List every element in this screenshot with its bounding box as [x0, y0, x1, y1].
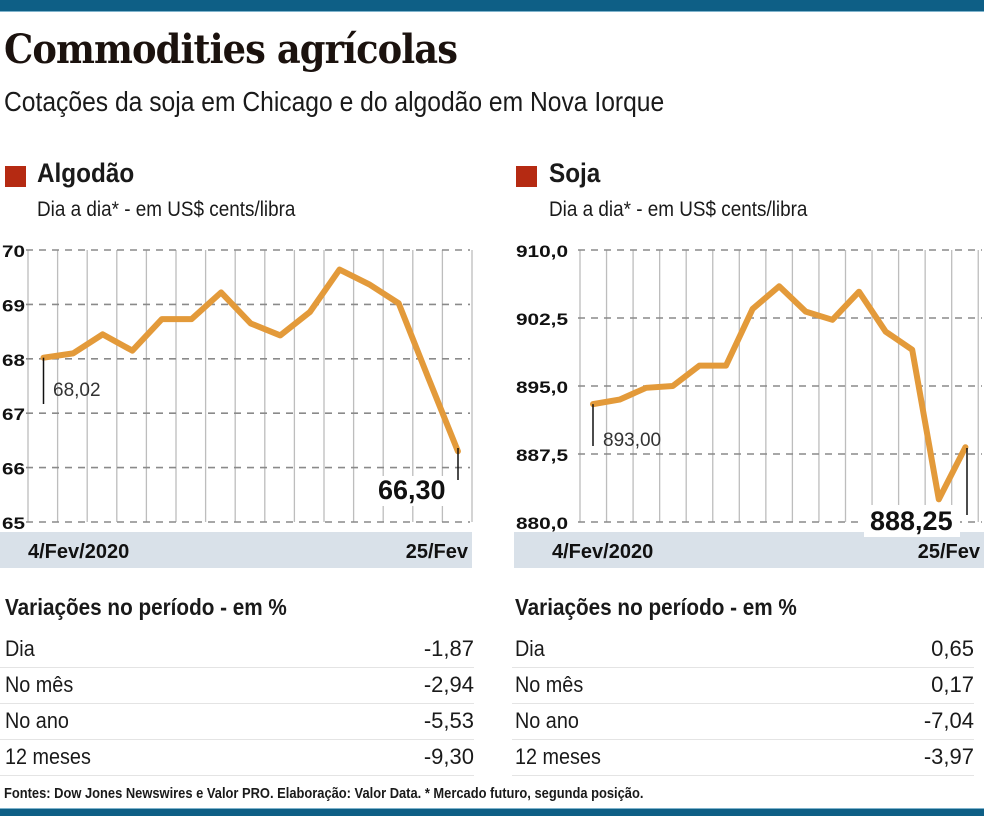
- variation-value: -9,30: [424, 744, 474, 770]
- soja-variations-heading: Variações no período - em %: [515, 594, 797, 621]
- series-line: [44, 270, 458, 452]
- variation-value: 0,65: [931, 636, 974, 662]
- x-end-label: 25/Fev: [918, 541, 981, 563]
- soja-chart: 880,0 887,5 895,0 902,5 910,0 4/Fev/2020 25/Fe…: [514, 242, 984, 568]
- x-end-label: 25/Fev: [406, 541, 469, 563]
- y-tick-label: 65: [2, 514, 25, 533]
- y-tick-label: 880,0: [516, 514, 568, 533]
- variation-row: Dia 0,65: [512, 632, 974, 668]
- variation-label: 12 meses: [515, 744, 601, 770]
- y-tick-label: 66: [2, 460, 25, 479]
- variation-row: No mês 0,17: [512, 668, 974, 704]
- y-tick-label: 910,0: [516, 242, 568, 261]
- variation-label: No ano: [5, 708, 69, 734]
- variation-label: No mês: [5, 672, 73, 698]
- y-tick-label: 67: [2, 405, 25, 424]
- variation-row: 12 meses -9,30: [0, 740, 474, 776]
- footer-sources: Fontes: Dow Jones Newswires e Valor PRO.…: [4, 785, 643, 802]
- algodao-chart: 65 66 67 68 69 70 4/Fev/2020 25/Fev 68,02 66,30: [0, 242, 472, 568]
- variation-label: Dia: [515, 636, 545, 662]
- end-value-label: 888,25: [870, 506, 953, 536]
- variation-label: No mês: [515, 672, 583, 698]
- algodao-variations-table: Dia -1,87 No mês -2,94 No ano -5,53 12 meses -9…: [0, 632, 474, 776]
- variation-label: No ano: [515, 708, 579, 734]
- algodao-variations-heading: Variações no período - em %: [5, 594, 287, 621]
- variation-value: -7,04: [924, 708, 974, 734]
- variation-row: No ano -7,04: [512, 704, 974, 740]
- variation-value: -5,53: [424, 708, 474, 734]
- start-value-label: 893,00: [603, 430, 661, 451]
- end-value-label: 66,30: [378, 475, 446, 505]
- variation-row: No mês -2,94: [0, 668, 474, 704]
- start-value-label: 68,02: [53, 380, 101, 401]
- y-tick-label: 902,5: [516, 310, 568, 329]
- variation-row: Dia -1,87: [0, 632, 474, 668]
- y-tick-label: 68: [2, 351, 25, 370]
- variation-value: -1,87: [424, 636, 474, 662]
- y-tick-label: 887,5: [516, 446, 568, 465]
- variation-value: -3,97: [924, 744, 974, 770]
- variation-value: 0,17: [931, 672, 974, 698]
- y-tick-label: 895,0: [516, 378, 568, 397]
- variation-label: 12 meses: [5, 744, 91, 770]
- y-tick-label: 69: [2, 296, 25, 315]
- x-start-label: 4/Fev/2020: [28, 541, 129, 563]
- variation-row: No ano -5,53: [0, 704, 474, 740]
- y-tick-label: 70: [2, 242, 25, 261]
- variation-row: 12 meses -3,97: [512, 740, 974, 776]
- variation-value: -2,94: [424, 672, 474, 698]
- x-start-label: 4/Fev/2020: [552, 541, 653, 563]
- variation-label: Dia: [5, 636, 35, 662]
- soja-variations-table: Dia 0,65 No mês 0,17 No ano -7,04 12 meses -3,9…: [512, 632, 974, 776]
